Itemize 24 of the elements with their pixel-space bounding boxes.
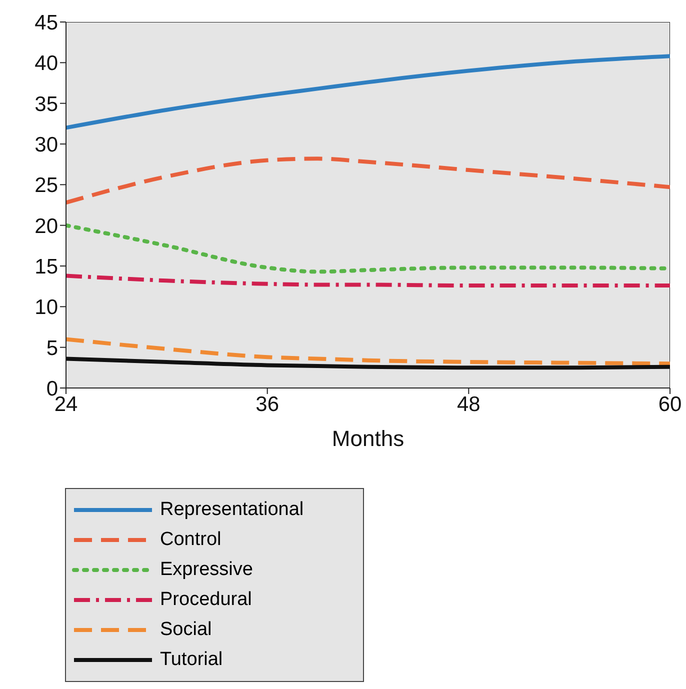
legend-label: Social <box>160 619 212 641</box>
line-series <box>66 337 670 366</box>
line-series <box>66 274 670 288</box>
x-axis-title: Months <box>332 426 404 451</box>
y-tick-label: 45 <box>34 11 58 34</box>
y-tick-label: 5 <box>46 336 58 360</box>
y-tick-label: 35 <box>34 92 58 116</box>
y-tick-label: 25 <box>34 174 58 198</box>
line-series <box>66 54 670 130</box>
y-tick-label: 20 <box>34 214 58 238</box>
line-series <box>66 356 670 370</box>
y-tick-label: 30 <box>34 133 58 156</box>
legend-label: Tutorial <box>160 649 223 671</box>
x-tick-label: 48 <box>456 392 480 416</box>
y-tick-label: 15 <box>34 255 58 278</box>
y-tick-label: 40 <box>34 52 58 76</box>
x-tick-label: 60 <box>658 392 682 416</box>
y-tick-label: 10 <box>34 296 58 320</box>
legend-label: Expressive <box>160 559 253 581</box>
legend-label: Control <box>160 529 222 551</box>
x-tick-label: 36 <box>256 392 280 416</box>
legend-label: Representational <box>160 499 304 521</box>
legend-label: Procedural <box>160 589 252 611</box>
line-series <box>66 156 670 205</box>
